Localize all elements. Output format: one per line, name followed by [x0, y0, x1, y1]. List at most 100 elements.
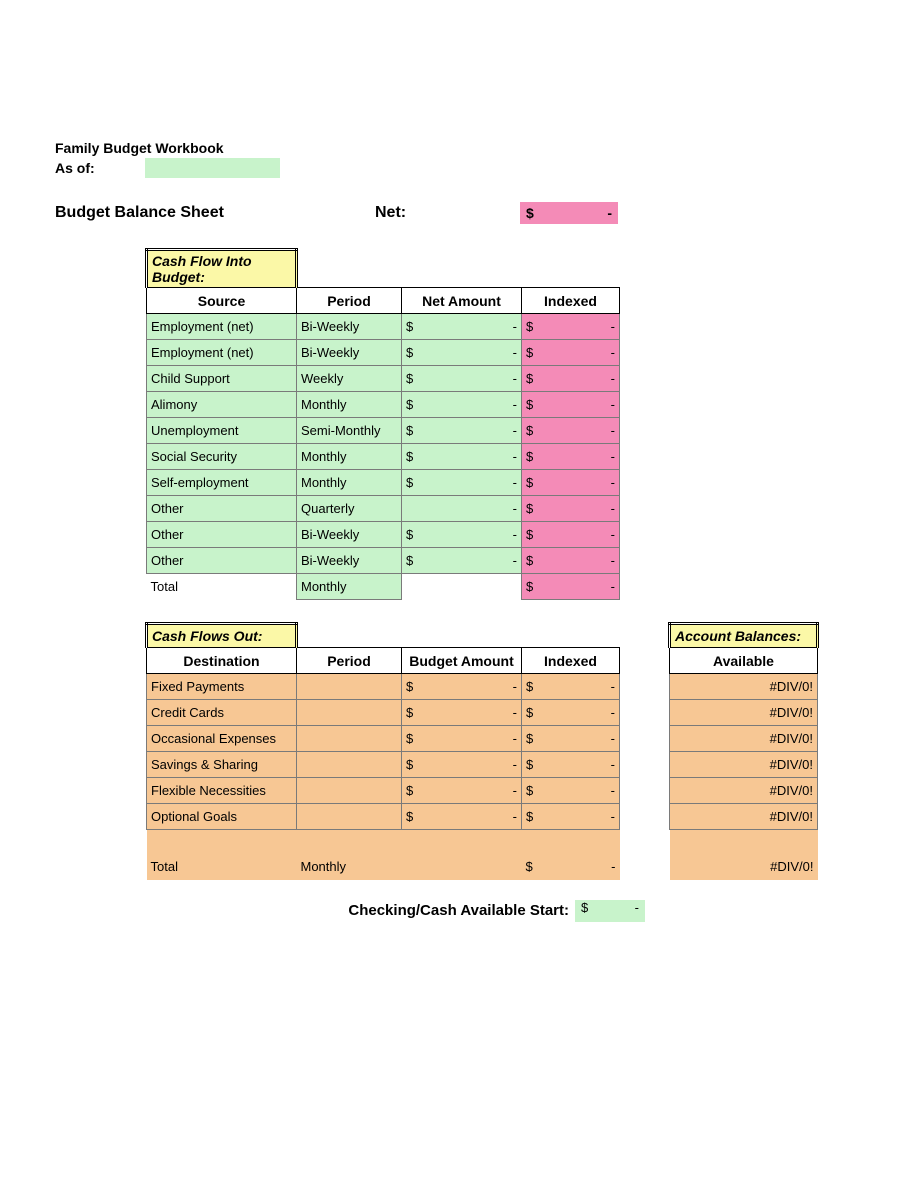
col-indexed-out: Indexed	[522, 648, 620, 674]
cash-in-source[interactable]: Other	[147, 496, 297, 522]
cash-in-indexed: $-	[522, 548, 620, 574]
cash-in-indexed: $-	[522, 470, 620, 496]
cash-out-destination[interactable]: Optional Goals	[147, 804, 297, 830]
cash-in-period[interactable]: Weekly	[297, 366, 402, 392]
cash-in-total-label: Total	[147, 574, 297, 600]
cash-in-period[interactable]: Bi-Weekly	[297, 314, 402, 340]
cash-in-total-period[interactable]: Monthly	[297, 574, 402, 600]
cash-out-total-indexed: $-	[522, 854, 620, 880]
cash-out-amount[interactable]: $-	[402, 752, 522, 778]
cash-out-destination[interactable]: Credit Cards	[147, 700, 297, 726]
cash-out-period[interactable]	[297, 778, 402, 804]
balance-available: #DIV/0!	[670, 674, 818, 700]
cash-out-amount[interactable]: $-	[402, 804, 522, 830]
cash-in-period[interactable]: Monthly	[297, 444, 402, 470]
net-value: -	[607, 205, 612, 221]
cash-in-table: Cash Flow Into Budget: Source Period Net…	[145, 248, 620, 600]
cash-in-indexed: $-	[522, 314, 620, 340]
cash-in-amount[interactable]: $-	[402, 470, 522, 496]
cash-out-indexed: $-	[522, 804, 620, 830]
cash-in-period[interactable]: Quarterly	[297, 496, 402, 522]
cash-in-source[interactable]: Other	[147, 522, 297, 548]
balances-total: #DIV/0!	[670, 854, 818, 880]
cash-in-section-title: Cash Flow Into Budget:	[147, 250, 297, 288]
cash-out-period[interactable]	[297, 752, 402, 778]
cash-out-indexed: $-	[522, 726, 620, 752]
net-value-cell: $ -	[520, 202, 618, 224]
cash-out-period[interactable]	[297, 804, 402, 830]
balance-sheet-title: Budget Balance Sheet	[55, 204, 375, 222]
cash-in-amount[interactable]: $-	[402, 340, 522, 366]
cash-in-amount[interactable]: $-	[402, 366, 522, 392]
cash-out-period[interactable]	[297, 674, 402, 700]
cash-in-amount[interactable]: $-	[402, 548, 522, 574]
cash-out-indexed: $-	[522, 778, 620, 804]
cash-out-period[interactable]	[297, 726, 402, 752]
checking-value-cell[interactable]: $ -	[575, 900, 645, 922]
cash-out-amount[interactable]: $-	[402, 778, 522, 804]
cash-out-amount[interactable]: $-	[402, 700, 522, 726]
cash-out-total-period: Monthly	[297, 854, 402, 880]
cash-out-table: Cash Flows Out: Destination Period Budge…	[145, 622, 620, 880]
cash-out-destination[interactable]: Flexible Necessities	[147, 778, 297, 804]
cash-in-amount[interactable]: $-	[402, 522, 522, 548]
net-label: Net:	[375, 204, 465, 222]
cash-out-period[interactable]	[297, 700, 402, 726]
cash-in-amount[interactable]: $-	[402, 392, 522, 418]
cash-in-source[interactable]: Child Support	[147, 366, 297, 392]
cash-in-indexed: $-	[522, 366, 620, 392]
balance-available: #DIV/0!	[670, 726, 818, 752]
cash-out-destination[interactable]: Savings & Sharing	[147, 752, 297, 778]
cash-in-indexed: $-	[522, 340, 620, 366]
as-of-value[interactable]	[145, 158, 280, 178]
cash-in-source[interactable]: Self-employment	[147, 470, 297, 496]
cash-out-total-label: Total	[147, 854, 297, 880]
cash-out-section-title: Cash Flows Out:	[147, 624, 297, 648]
cash-in-source[interactable]: Unemployment	[147, 418, 297, 444]
cash-in-source[interactable]: Other	[147, 548, 297, 574]
cash-in-period[interactable]: Bi-Weekly	[297, 522, 402, 548]
cash-in-period[interactable]: Semi-Monthly	[297, 418, 402, 444]
cash-in-amount[interactable]: $-	[402, 314, 522, 340]
cash-in-period[interactable]: Monthly	[297, 392, 402, 418]
as-of-label: As of:	[55, 160, 145, 176]
checking-label: Checking/Cash Available Start:	[145, 902, 575, 919]
checking-symbol: $	[581, 900, 595, 922]
balance-available: #DIV/0!	[670, 804, 818, 830]
cash-out-destination[interactable]: Fixed Payments	[147, 674, 297, 700]
cash-in-indexed: $-	[522, 418, 620, 444]
cash-out-indexed: $-	[522, 752, 620, 778]
cash-in-source[interactable]: Alimony	[147, 392, 297, 418]
cash-out-amount[interactable]: $-	[402, 726, 522, 752]
col-indexed: Indexed	[522, 288, 620, 314]
balance-available: #DIV/0!	[670, 752, 818, 778]
balance-available: #DIV/0!	[670, 778, 818, 804]
cash-in-indexed: $-	[522, 444, 620, 470]
cash-out-amount[interactable]: $-	[402, 674, 522, 700]
balance-available: #DIV/0!	[670, 700, 818, 726]
cash-out-indexed: $-	[522, 674, 620, 700]
cash-in-total-indexed: $-	[522, 574, 620, 600]
cash-in-period[interactable]: Bi-Weekly	[297, 340, 402, 366]
cash-in-period[interactable]: Monthly	[297, 470, 402, 496]
cash-in-amount[interactable]: $-	[402, 444, 522, 470]
col-destination: Destination	[147, 648, 297, 674]
cash-in-source[interactable]: Social Security	[147, 444, 297, 470]
balances-section-title: Account Balances:	[670, 624, 818, 648]
cash-in-indexed: $-	[522, 522, 620, 548]
checking-value: -	[595, 900, 639, 922]
cash-in-period[interactable]: Bi-Weekly	[297, 548, 402, 574]
col-net-amount: Net Amount	[402, 288, 522, 314]
col-period-out: Period	[297, 648, 402, 674]
cash-out-destination[interactable]: Occasional Expenses	[147, 726, 297, 752]
cash-out-indexed: $-	[522, 700, 620, 726]
balances-table: Account Balances: Available #DIV/0!#DIV/…	[668, 622, 819, 880]
cash-in-indexed: $-	[522, 496, 620, 522]
cash-in-amount[interactable]: -	[402, 496, 522, 522]
col-source: Source	[147, 288, 297, 314]
cash-in-source[interactable]: Employment (net)	[147, 314, 297, 340]
cash-in-source[interactable]: Employment (net)	[147, 340, 297, 366]
cash-in-amount[interactable]: $-	[402, 418, 522, 444]
workbook-title: Family Budget Workbook	[55, 140, 845, 156]
cash-in-indexed: $-	[522, 392, 620, 418]
